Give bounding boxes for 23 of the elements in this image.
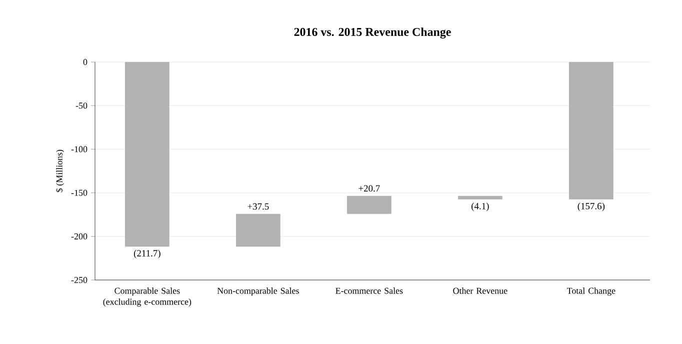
x-tick-label: Other Revenue [453,288,508,294]
y-axis-title: $ (Millions) [56,150,64,192]
bar [124,62,170,247]
x-tick-label: Comparable Sales (excluding e-commerce) [103,288,192,307]
bar [568,62,614,200]
y-tick-label: -150 [71,190,88,196]
data-label: +37.5 [248,203,269,210]
data-label: (211.7) [134,250,160,258]
data-label: (4.1) [472,202,489,212]
x-tick-label: Total Change [566,288,616,296]
data-label: (157.6) [578,202,605,212]
bar [458,196,502,200]
x-tick-label: E-commerce Sales [336,288,403,294]
bar [236,214,280,247]
x-tick-label: Non-comparable Sales [217,288,299,296]
y-tick-label: -50 [76,102,88,109]
y-tick-label: -250 [71,276,88,284]
y-tick-label: -100 [71,146,88,152]
bar [346,196,392,214]
data-label: +20.7 [358,185,380,192]
chart-title: 2016 vs. 2015 Revenue Change [294,28,451,39]
y-tick-label: 0 [83,58,88,66]
y-tick-label: -200 [71,233,88,240]
